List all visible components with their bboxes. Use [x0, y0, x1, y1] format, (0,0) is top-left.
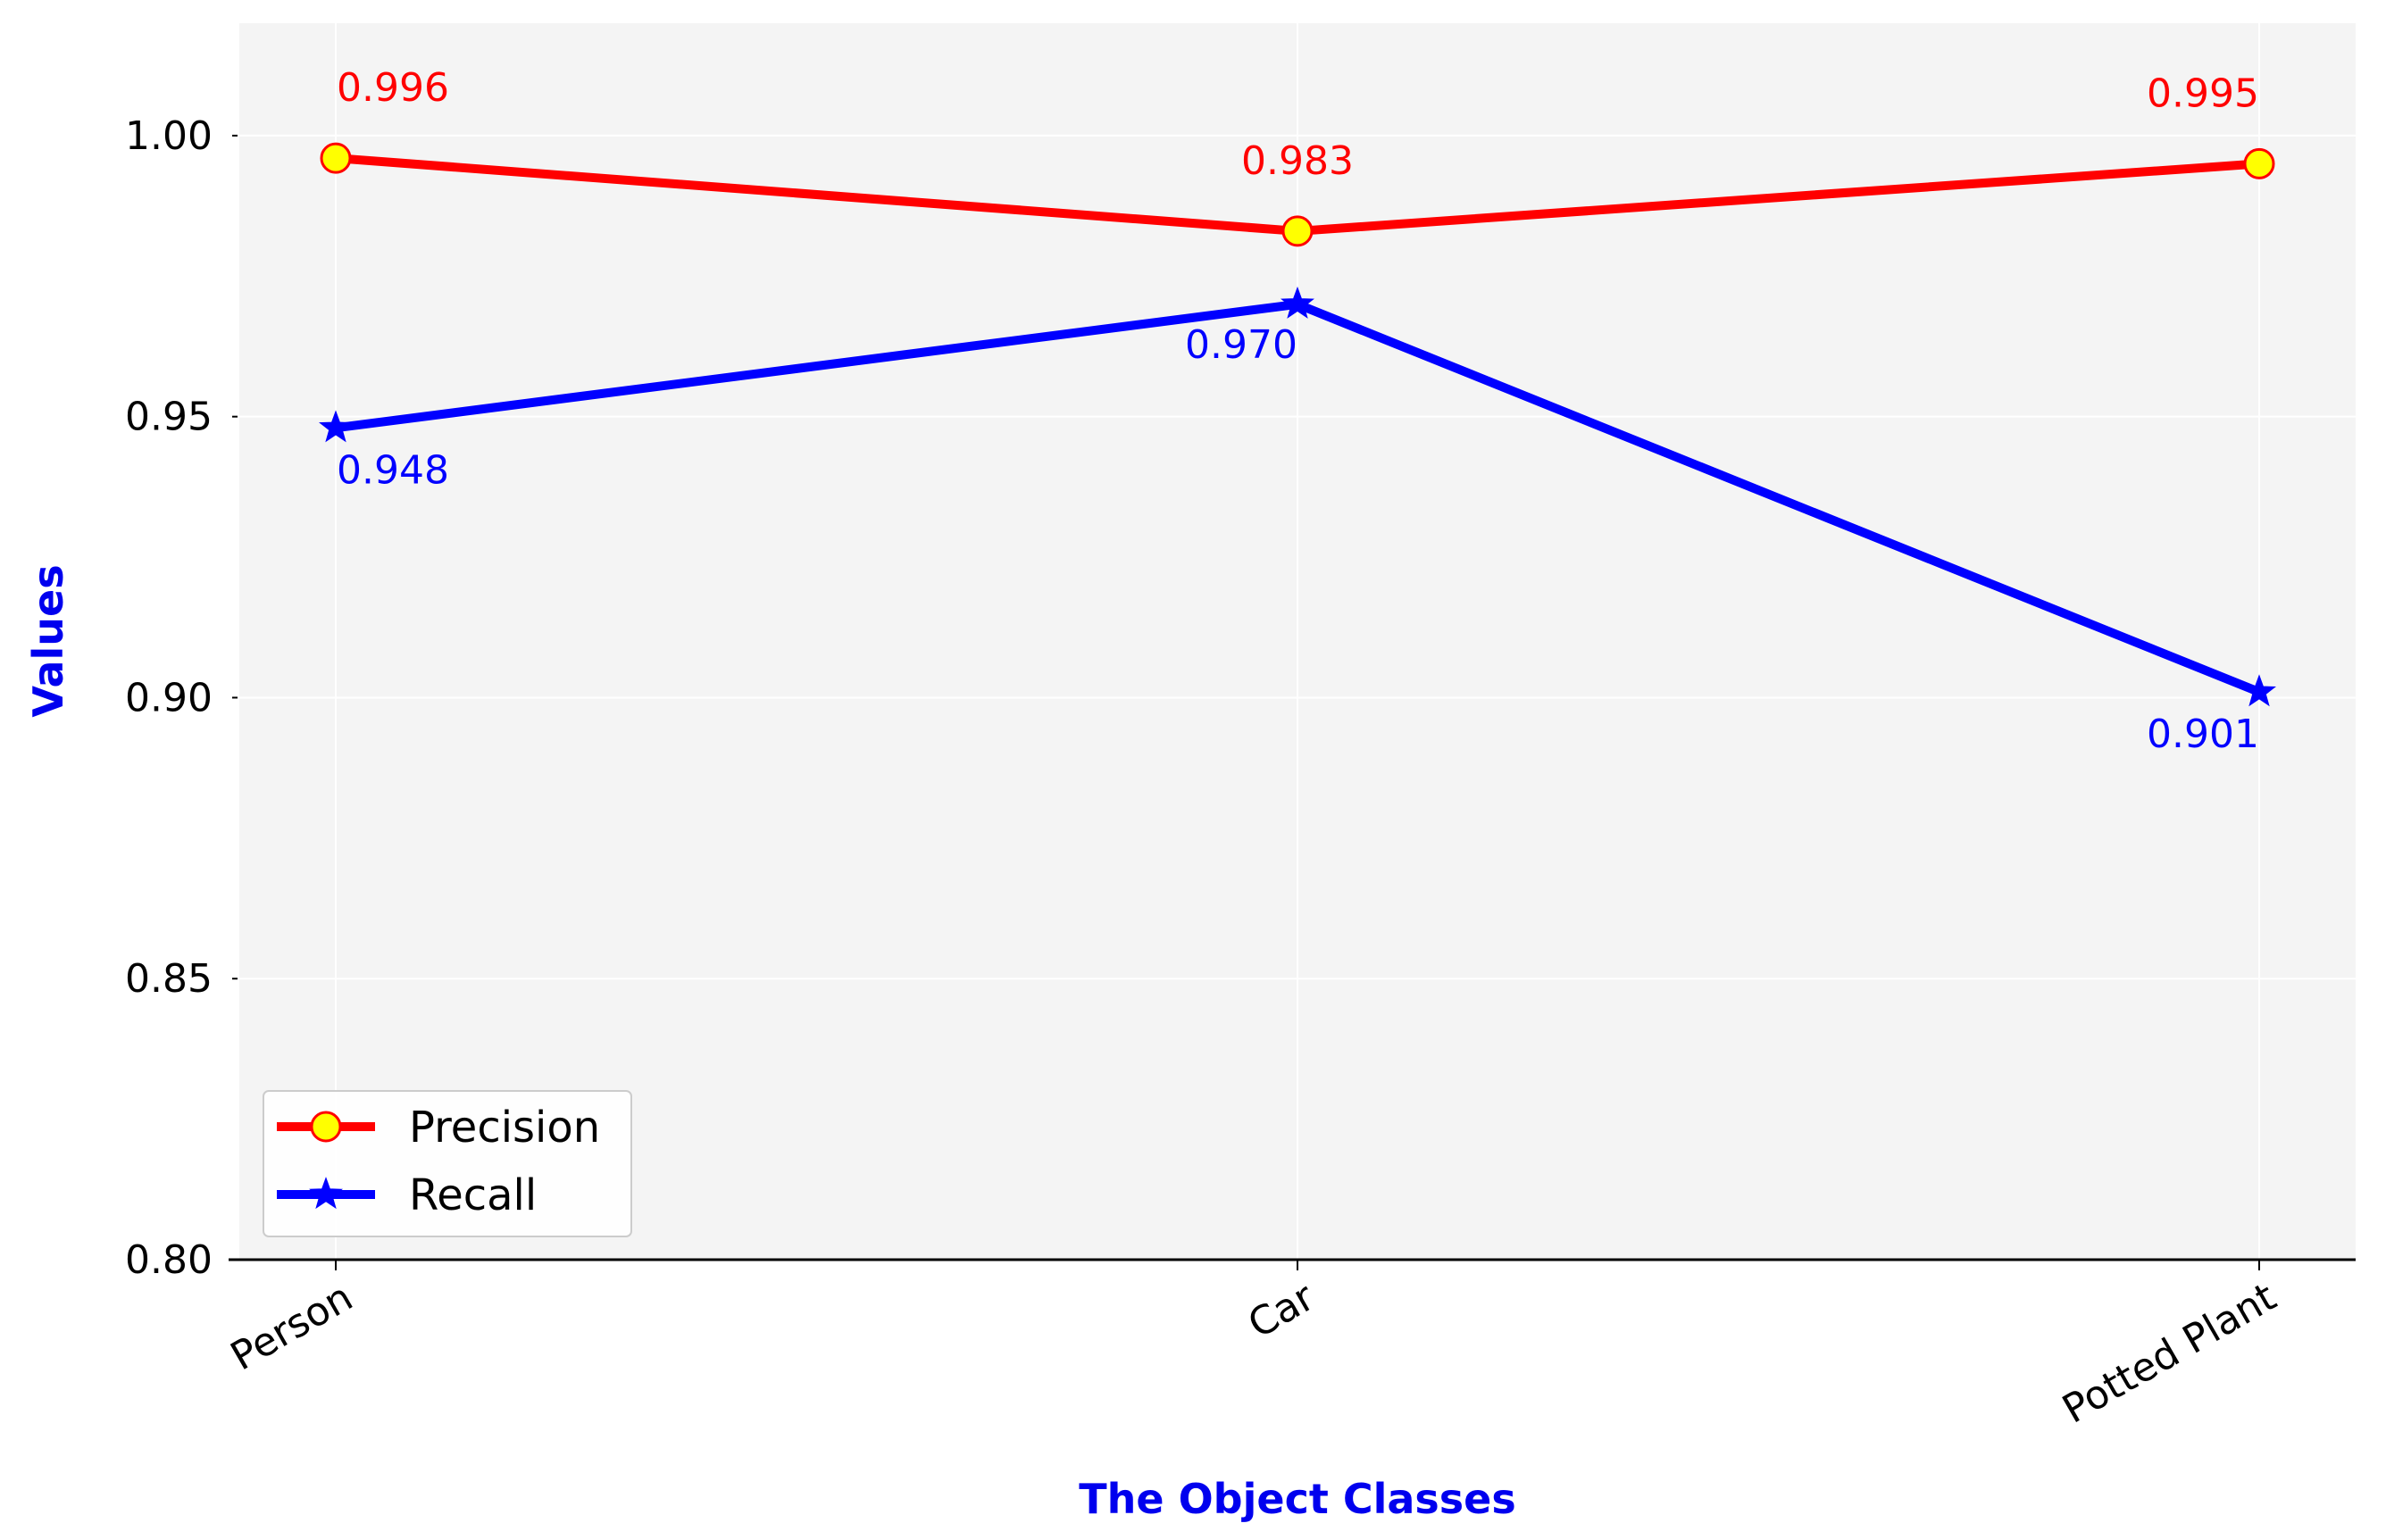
data-label-recall: 0.901	[2147, 712, 2259, 757]
data-label-precision: 0.995	[2147, 71, 2259, 116]
point-marker-recall	[2242, 674, 2276, 707]
point-marker-precision	[320, 142, 352, 174]
x-axis-title: The Object Classes	[1079, 1475, 1516, 1523]
y-tick-label: 0.80	[125, 1237, 213, 1283]
point-marker-precision	[2243, 147, 2275, 179]
point-marker-recall	[1281, 286, 1314, 319]
y-tick-label: 1.00	[125, 113, 213, 159]
x-tick-label: Potted Plant	[2055, 1274, 2283, 1432]
data-label-precision: 0.996	[337, 65, 449, 111]
legend-swatch-marker	[309, 1177, 343, 1210]
y-tick-label: 0.95	[125, 395, 213, 440]
grid	[239, 23, 2356, 1260]
legend: Precision Recall	[263, 1090, 632, 1237]
y-axis: 0.80 0.85 0.90 0.95 1.00	[125, 113, 238, 1283]
x-axis: Person Car Potted Plant	[223, 1258, 2356, 1433]
y-tick-label: 0.90	[125, 675, 213, 720]
legend-label-recall: Recall	[409, 1170, 537, 1220]
legend-swatch-marker	[310, 1111, 342, 1143]
series-layer	[319, 142, 2276, 707]
data-label-recall: 0.948	[337, 447, 449, 493]
x-tick-label: Person	[223, 1274, 361, 1379]
legend-label-precision: Precision	[409, 1103, 600, 1153]
point-marker-recall	[319, 410, 353, 443]
x-tick-label: Car	[1240, 1274, 1322, 1348]
data-label-precision: 0.983	[1241, 138, 1354, 184]
y-tick-label: 0.85	[125, 956, 213, 1002]
y-axis-title: Values	[24, 564, 72, 717]
point-marker-precision	[1281, 215, 1314, 247]
data-labels: 0.996 0.983 0.995 0.948 0.970 0.901	[337, 65, 2259, 757]
data-label-recall: 0.970	[1185, 322, 1297, 368]
